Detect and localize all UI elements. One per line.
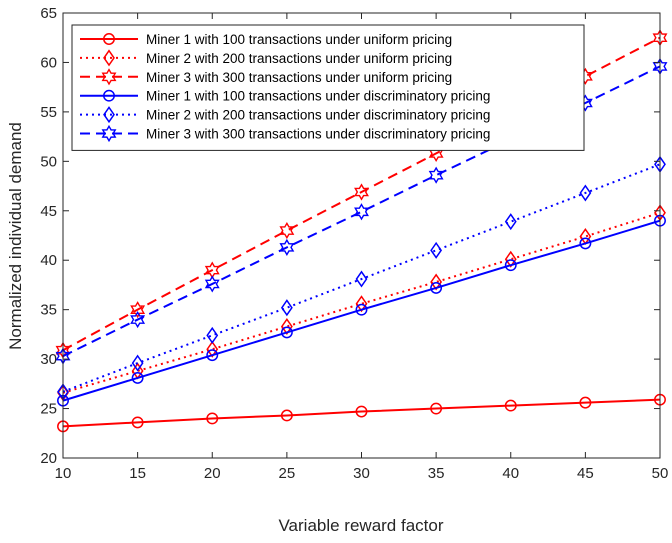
y-tick-label: 50: [40, 153, 57, 170]
y-tick-label: 60: [40, 54, 57, 71]
data-point: [355, 270, 368, 288]
y-tick-label: 65: [40, 5, 57, 22]
legend-marker: [103, 33, 115, 45]
series-4: [57, 214, 666, 407]
legend-label: Miner 1 with 100 transactions under unif…: [146, 32, 452, 47]
x-axis-title: Variable reward factor: [278, 516, 443, 535]
x-tick-label: 45: [577, 465, 594, 482]
data-point: [355, 295, 368, 313]
x-tick-label: 25: [279, 465, 296, 482]
data-point: [504, 250, 517, 268]
legend-box: [71, 24, 585, 151]
legend-item: Miner 3 with 300 transactions under disc…: [80, 124, 490, 143]
y-tick-label: 30: [40, 351, 57, 368]
y-tick-label: 55: [40, 104, 57, 121]
legend-marker: [101, 124, 117, 143]
data-point: [206, 412, 219, 425]
legend-item: Miner 2 with 200 transactions under unif…: [80, 49, 452, 67]
data-point: [504, 399, 517, 412]
data-point: [354, 203, 369, 221]
data-point: [280, 326, 293, 339]
data-point: [280, 317, 293, 335]
x-tick-label: 20: [204, 465, 221, 482]
x-tick-label: 35: [428, 465, 445, 482]
data-point: [430, 281, 443, 294]
data-point: [428, 166, 444, 184]
legend-marker: [103, 89, 115, 102]
data-point: [504, 213, 517, 231]
legend-item: Miner 3 with 300 transactions under unif…: [80, 68, 452, 86]
x-tick-label: 40: [502, 465, 519, 482]
y-tick-label: 35: [40, 302, 57, 319]
legend-item: Miner 1 with 100 transactions under disc…: [80, 89, 490, 104]
series-line: [62, 163, 661, 393]
x-tick-label: 10: [55, 465, 72, 482]
legend-label: Miner 1 with 100 transactions under disc…: [146, 89, 490, 104]
legend-marker: [101, 68, 117, 86]
data-point: [504, 259, 517, 272]
legend-marker: [103, 106, 115, 124]
x-tick-label: 30: [353, 465, 370, 482]
axes-layer: 10 15 20 25 30 35 40 45 50 20 25 30 35 40 45 50 55 60 65: [40, 5, 668, 482]
legend: Miner 1 with 100 transactions under unif…: [71, 24, 585, 151]
data-point: [279, 238, 295, 256]
data-point: [130, 301, 146, 319]
series-line: [62, 219, 661, 402]
data-point: [130, 310, 146, 329]
series-line: [62, 211, 661, 394]
data-point: [430, 273, 443, 291]
legend-label: Miner 2 with 200 transactions under disc…: [146, 108, 490, 123]
y-tick-label: 25: [40, 401, 57, 418]
data-point: [131, 354, 144, 372]
data-point: [279, 221, 295, 240]
legend-marker: [103, 49, 115, 67]
legend-item: Miner 1 with 100 transactions under unif…: [80, 32, 452, 47]
data-point: [354, 183, 369, 201]
data-point: [355, 405, 368, 418]
series-line: [62, 398, 661, 428]
data-point: [206, 349, 219, 362]
legend-label: Miner 3 with 300 transactions under unif…: [146, 70, 452, 85]
y-tick-label: 45: [40, 203, 57, 220]
data-point: [206, 326, 219, 344]
data-point: [579, 184, 592, 202]
y-axis-title: Normalized individual demand: [6, 122, 25, 350]
data-point: [131, 371, 144, 384]
legend-item: Miner 2 with 200 transactions under disc…: [80, 106, 490, 124]
legend-label: Miner 3 with 300 transactions under disc…: [146, 127, 490, 142]
x-tick-label: 50: [652, 465, 669, 482]
y-tick-label: 40: [40, 252, 57, 269]
data-point: [280, 299, 293, 317]
data-point: [355, 303, 368, 316]
data-point: [579, 396, 592, 409]
data-point: [430, 241, 443, 259]
data-point: [430, 402, 443, 415]
data-point: [579, 237, 592, 250]
legend-label: Miner 2 with 200 transactions under unif…: [146, 51, 452, 66]
data-point: [131, 416, 144, 429]
data-point: [280, 409, 293, 422]
data-point: [206, 340, 219, 358]
y-tick-label: 20: [40, 450, 57, 467]
series-5: [57, 155, 666, 401]
x-tick-label: 15: [129, 465, 146, 482]
data-point: [204, 275, 220, 293]
